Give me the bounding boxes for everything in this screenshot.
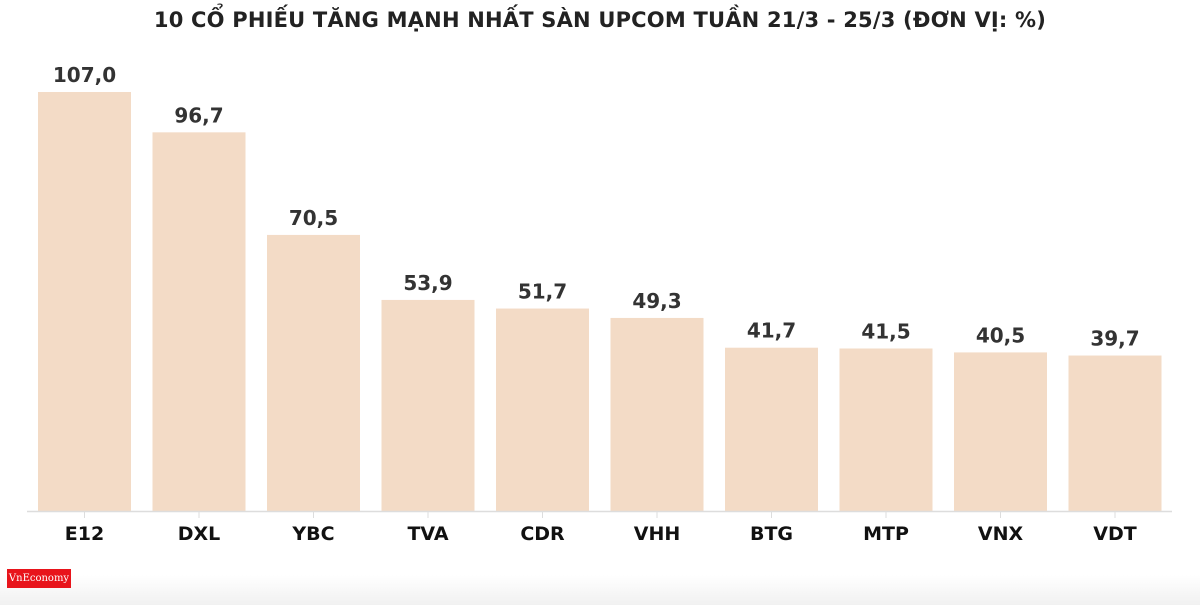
footer-shade [0, 575, 1200, 605]
bar-VDT [1068, 355, 1162, 511]
bar-VNX [954, 352, 1047, 511]
data-label: 41,7 [747, 319, 796, 343]
x-tick-label: VHH [634, 523, 681, 545]
data-label: 49,3 [632, 289, 681, 313]
bar-TVA [381, 299, 475, 511]
bar-BTG [725, 347, 818, 511]
bar-DXL [152, 132, 246, 511]
vneconomy-logo: VnEconomy [7, 569, 71, 588]
x-tick-label: CDR [520, 523, 565, 545]
data-label: 40,5 [976, 323, 1025, 347]
data-label: 39,7 [1090, 327, 1139, 351]
bar-E12 [38, 92, 131, 511]
data-label: 96,7 [174, 103, 223, 127]
x-tick-label: VNX [978, 523, 1024, 545]
data-label: 70,5 [289, 206, 338, 230]
chart-title: 10 CỔ PHIẾU TĂNG MẠNH NHẤT SÀN UPCOM TUẦ… [153, 8, 1047, 32]
bar-chart: 107,0 E12 96,7 DXL 70,5 YBC 53,9 TVA 51,7 CDR 49,3… [27, 63, 1172, 545]
data-label: 107,0 [53, 63, 116, 87]
data-label: 51,7 [518, 280, 567, 304]
x-tick-label: YBC [291, 523, 334, 545]
data-label: 53,9 [403, 271, 452, 295]
bar-MTP [839, 348, 933, 511]
x-tick-label: BTG [750, 523, 793, 545]
bar-CDR [496, 308, 589, 511]
x-tick-label: MTP [863, 523, 909, 545]
x-tick-label: DXL [178, 523, 221, 545]
x-tick-label: E12 [65, 523, 104, 545]
data-label: 41,5 [861, 319, 910, 343]
bar-VHH [610, 317, 704, 511]
x-tick-label: VDT [1093, 523, 1136, 545]
bar-YBC [267, 234, 360, 511]
x-tick-label: TVA [407, 523, 448, 545]
